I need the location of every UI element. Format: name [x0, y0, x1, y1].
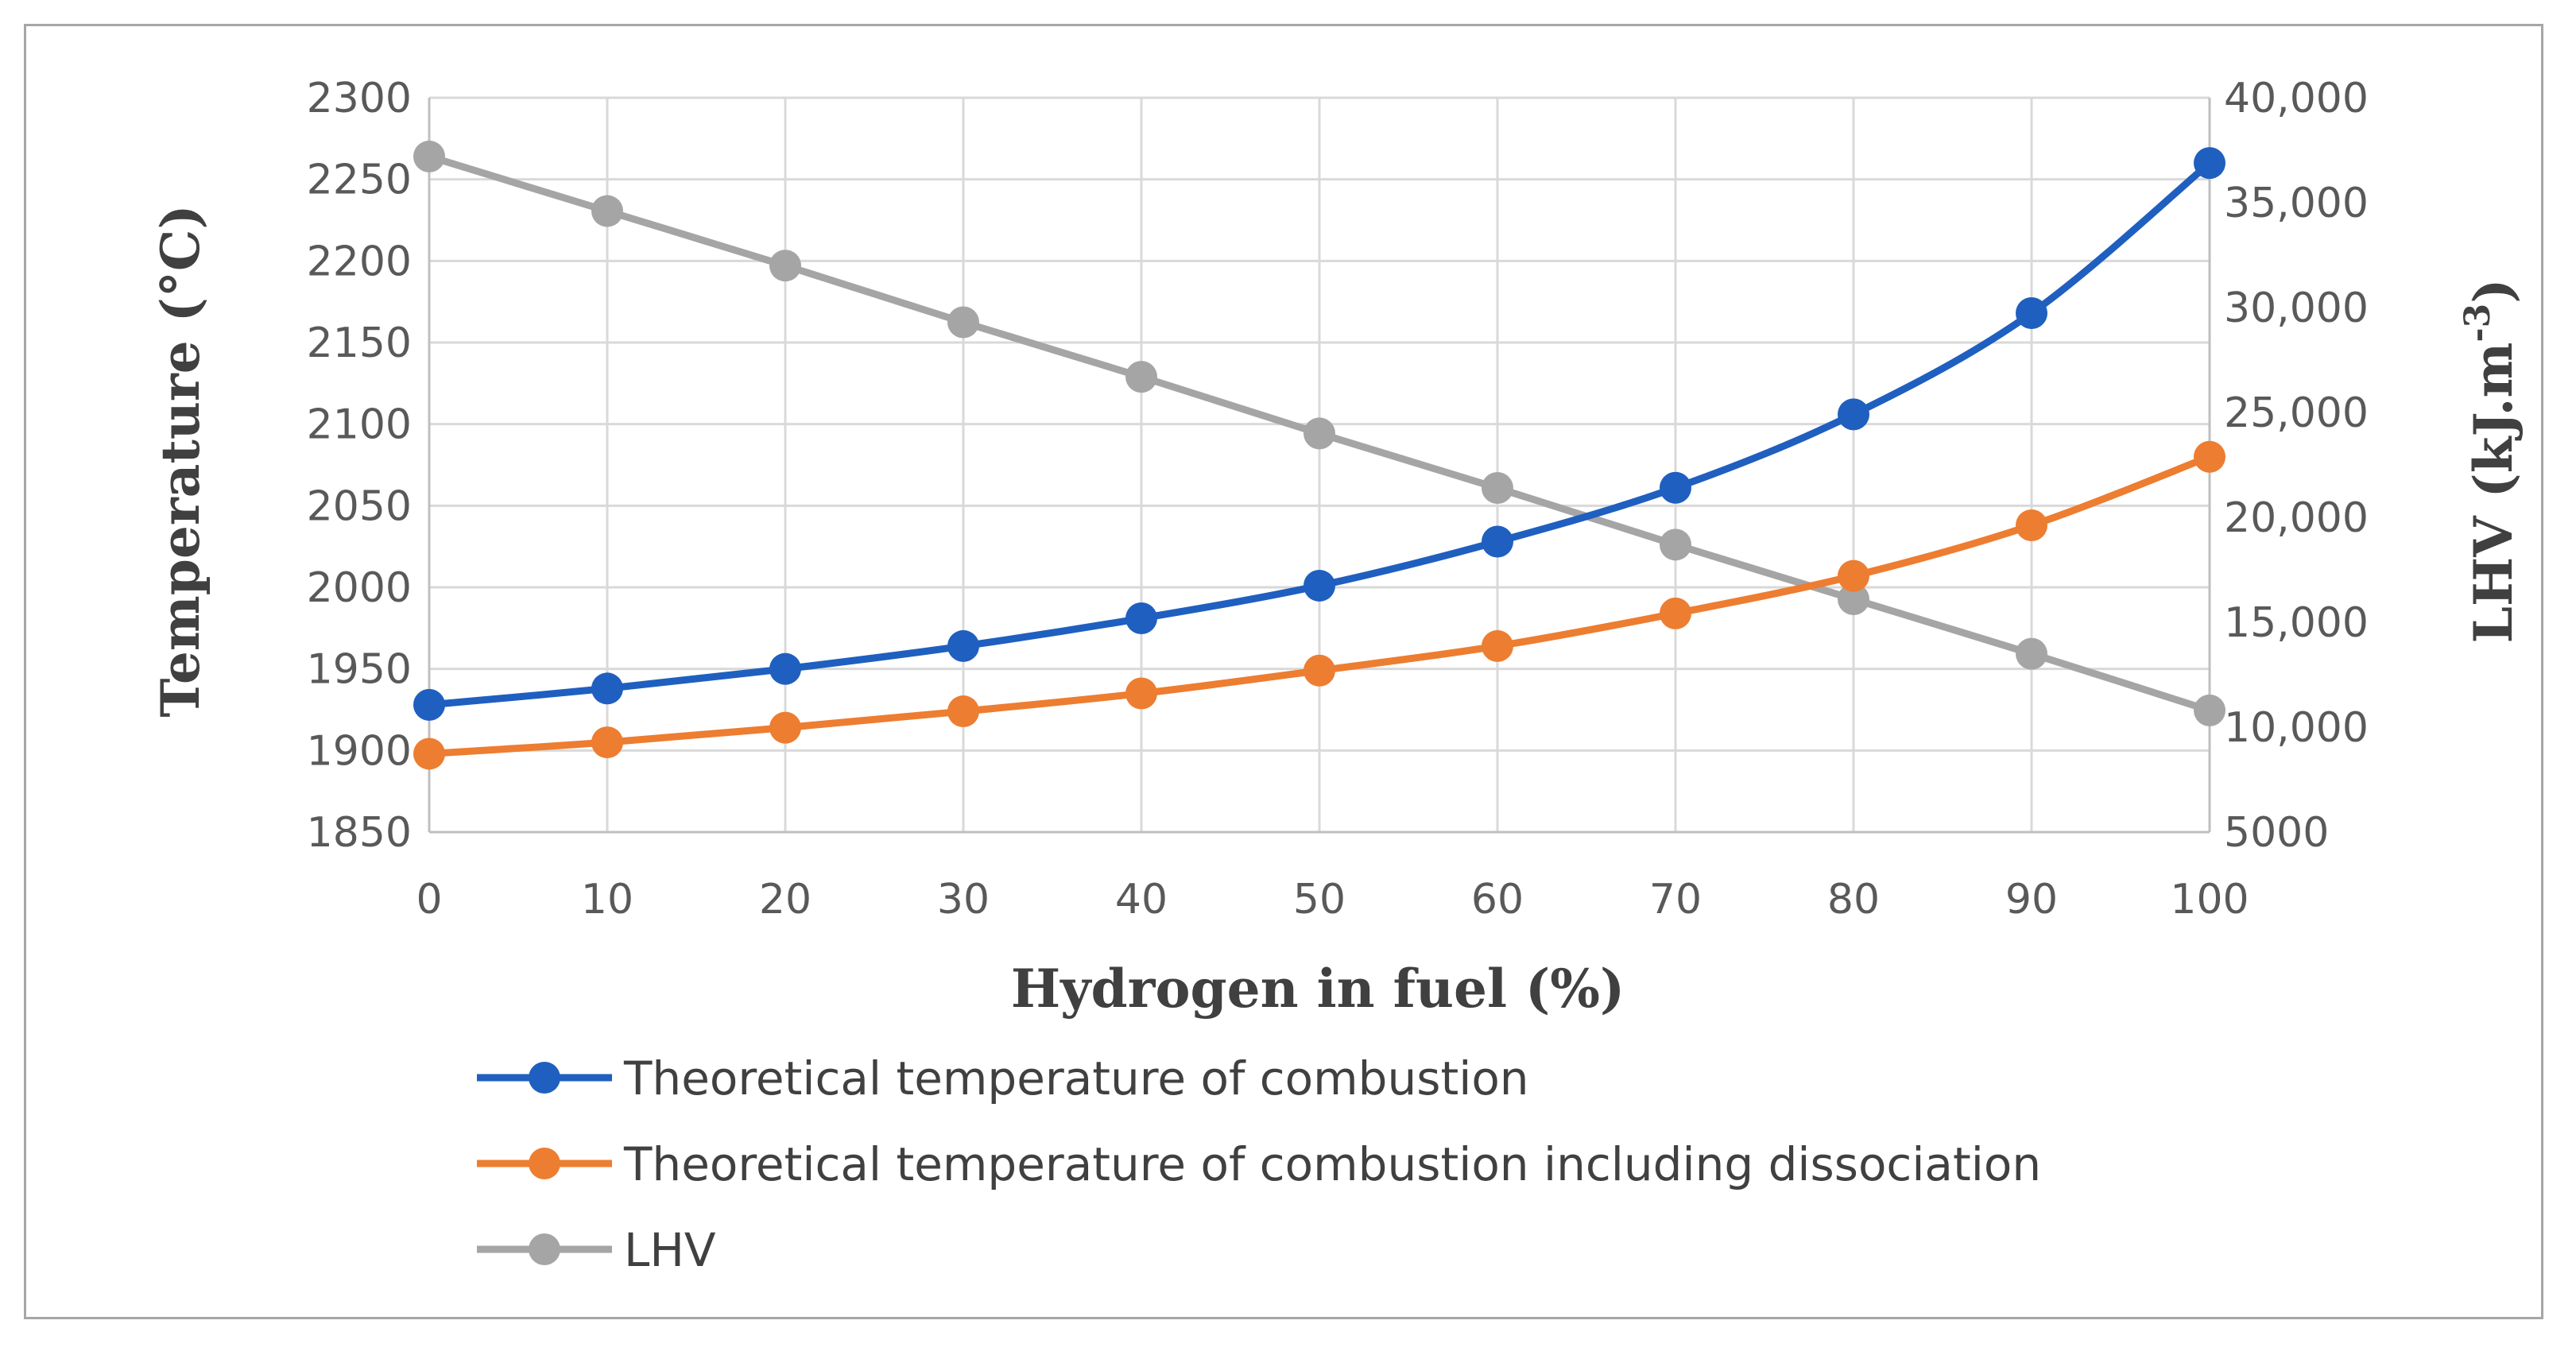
- x-tick-label: 20: [759, 876, 812, 923]
- legend-swatch-marker: [529, 1148, 560, 1179]
- data-point: [947, 306, 979, 339]
- y2-tick-label: 5000: [2224, 809, 2329, 857]
- series-1: [413, 440, 2225, 770]
- data-point: [1838, 559, 1869, 592]
- x-tick-label: 10: [581, 876, 633, 923]
- y2-tick-label: 35,000: [2224, 180, 2369, 227]
- x-tick-label: 60: [1471, 876, 1524, 923]
- series: [413, 140, 2225, 770]
- data-point: [2194, 147, 2225, 180]
- data-point: [413, 738, 445, 770]
- legend-label: Theoretical temperature of combustion: [623, 1051, 1529, 1105]
- data-point: [769, 250, 801, 282]
- data-point: [2016, 297, 2047, 330]
- data-point: [2194, 694, 2225, 726]
- data-point: [769, 711, 801, 744]
- data-point: [769, 652, 801, 685]
- x-tick-label: 50: [1293, 876, 1346, 923]
- data-point: [591, 195, 623, 227]
- y-tick-label: 1850: [307, 809, 412, 857]
- data-point: [591, 726, 623, 759]
- y-tick-label: 2100: [307, 401, 412, 449]
- data-point: [1660, 597, 1691, 629]
- y2-tick-label: 10,000: [2224, 704, 2369, 752]
- data-point: [2016, 637, 2047, 670]
- legend: Theoretical temperature of combustion The…: [477, 1051, 2041, 1277]
- legend-swatch-marker: [529, 1062, 560, 1094]
- y-tick-label: 2050: [307, 482, 412, 530]
- x-tick-label: 100: [2170, 876, 2249, 923]
- data-point: [413, 688, 445, 721]
- y-tick-label: 1950: [307, 646, 412, 694]
- y2-axis-title: LHV (kJ.m-3): [2458, 279, 2524, 644]
- legend-label: LHV: [624, 1223, 716, 1277]
- y2-axis-title-base: LHV (kJ.m: [2462, 343, 2524, 644]
- data-point: [1660, 528, 1691, 561]
- x-tick-label: 40: [1115, 876, 1168, 923]
- data-point: [1125, 677, 1157, 710]
- y2-tick-label: 40,000: [2224, 75, 2369, 122]
- y-tick-label: 2150: [307, 319, 412, 367]
- legend-swatch-marker: [529, 1233, 560, 1265]
- data-point: [1303, 417, 1335, 450]
- data-point: [591, 672, 623, 705]
- data-point: [2016, 509, 2047, 541]
- data-point: [1303, 569, 1335, 602]
- legend-entry: Theoretical temperature of combustion: [477, 1051, 1529, 1105]
- y-tick-label: 1900: [307, 727, 412, 775]
- axes: 1850190019502000205021002150220022502300…: [307, 75, 2369, 923]
- y-tick-label: 2300: [307, 75, 412, 122]
- y2-tick-label: 15,000: [2224, 599, 2369, 647]
- y2-axis-title-superscript: -3: [2458, 304, 2498, 343]
- y2-tick-label: 25,000: [2224, 389, 2369, 437]
- data-point: [1838, 398, 1869, 431]
- data-point: [1482, 472, 1513, 505]
- gridlines: [428, 96, 2211, 834]
- series-2: [413, 140, 2225, 726]
- y-tick-label: 2200: [307, 238, 412, 285]
- legend-label: Theoretical temperature of combustion in…: [623, 1137, 2041, 1191]
- y2-tick-label: 20,000: [2224, 494, 2369, 542]
- data-point: [1125, 361, 1157, 393]
- data-point: [947, 695, 979, 728]
- series-0: [413, 147, 2225, 721]
- y2-tick-label: 30,000: [2224, 285, 2369, 332]
- data-point: [1660, 471, 1691, 504]
- x-tick-label: 0: [416, 876, 442, 923]
- x-tick-label: 70: [1649, 876, 1702, 923]
- data-point: [1482, 629, 1513, 662]
- x-tick-label: 80: [1827, 876, 1880, 923]
- x-tick-label: 30: [937, 876, 990, 923]
- legend-entry: Theoretical temperature of combustion in…: [477, 1137, 2041, 1191]
- data-point: [1303, 654, 1335, 687]
- x-tick-label: 90: [2005, 876, 2058, 923]
- y-tick-label: 2000: [307, 564, 412, 612]
- x-axis-title: Hydrogen in fuel (%): [1011, 958, 1625, 1020]
- y-tick-label: 2250: [307, 157, 412, 204]
- data-point: [2194, 440, 2225, 473]
- y2-axis-title-close: ): [2462, 279, 2524, 304]
- data-point: [1838, 583, 1869, 615]
- y-axis-title: Temperature (°C): [149, 204, 211, 717]
- data-point: [413, 140, 445, 172]
- data-point: [947, 629, 979, 662]
- data-point: [1125, 602, 1157, 635]
- data-point: [1482, 525, 1513, 558]
- legend-entry: LHV: [477, 1223, 716, 1277]
